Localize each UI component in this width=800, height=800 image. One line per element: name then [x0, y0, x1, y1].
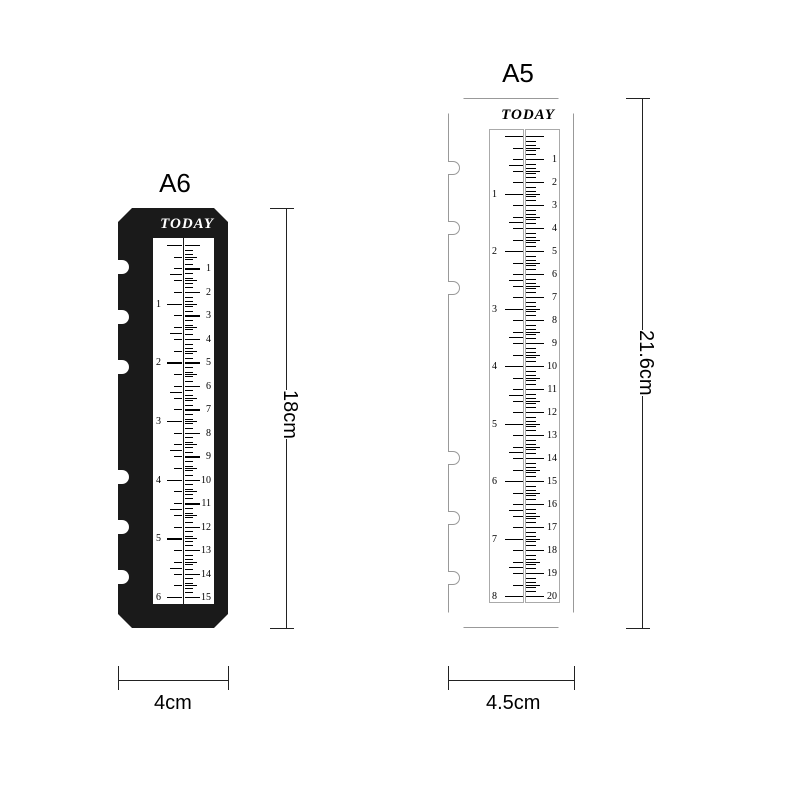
scale-cm-a6: 123456789101112131415 [184, 238, 214, 604]
dim-cap [270, 208, 294, 209]
binder-hole [109, 520, 129, 534]
scale-inch-a6: 123456 [153, 238, 183, 604]
ruler-body-a6: TODAY 123456 123456789101112131415 [118, 208, 228, 628]
dim-cap [118, 666, 119, 690]
scale-cm-a5: 1234567891011121314151617181920 [525, 129, 560, 603]
binder-hole [440, 451, 460, 465]
dim-cap [626, 98, 650, 99]
binder-hole [109, 570, 129, 584]
ruler-body-a5: TODAY 12345678 1234567891011121314151617… [448, 98, 574, 628]
inscription-a6: TODAY [160, 216, 214, 233]
dim-line-width-a6 [118, 680, 228, 681]
binder-hole [440, 571, 460, 585]
binder-hole [440, 161, 460, 175]
binder-hole [109, 310, 129, 324]
dim-height-a5: 21.6cm [632, 330, 659, 396]
dim-cap [448, 666, 449, 690]
binder-hole [440, 281, 460, 295]
binder-hole [109, 260, 129, 274]
dim-height-a6: 18cm [276, 390, 303, 439]
binder-hole [109, 470, 129, 484]
dim-cap [626, 628, 650, 629]
dim-width-a6: 4cm [152, 692, 194, 715]
size-label-a6: A6 [145, 168, 205, 199]
binder-hole [440, 221, 460, 235]
inscription-a5: TODAY [501, 107, 555, 124]
scale-inch-a5: 12345678 [489, 129, 524, 603]
dim-width-a5: 4.5cm [484, 692, 542, 715]
dim-cap [574, 666, 575, 690]
size-label-a5: A5 [488, 58, 548, 89]
binder-hole [109, 360, 129, 374]
dim-cap [228, 666, 229, 690]
binder-hole [440, 511, 460, 525]
dim-cap [270, 628, 294, 629]
dim-line-width-a5 [448, 680, 574, 681]
